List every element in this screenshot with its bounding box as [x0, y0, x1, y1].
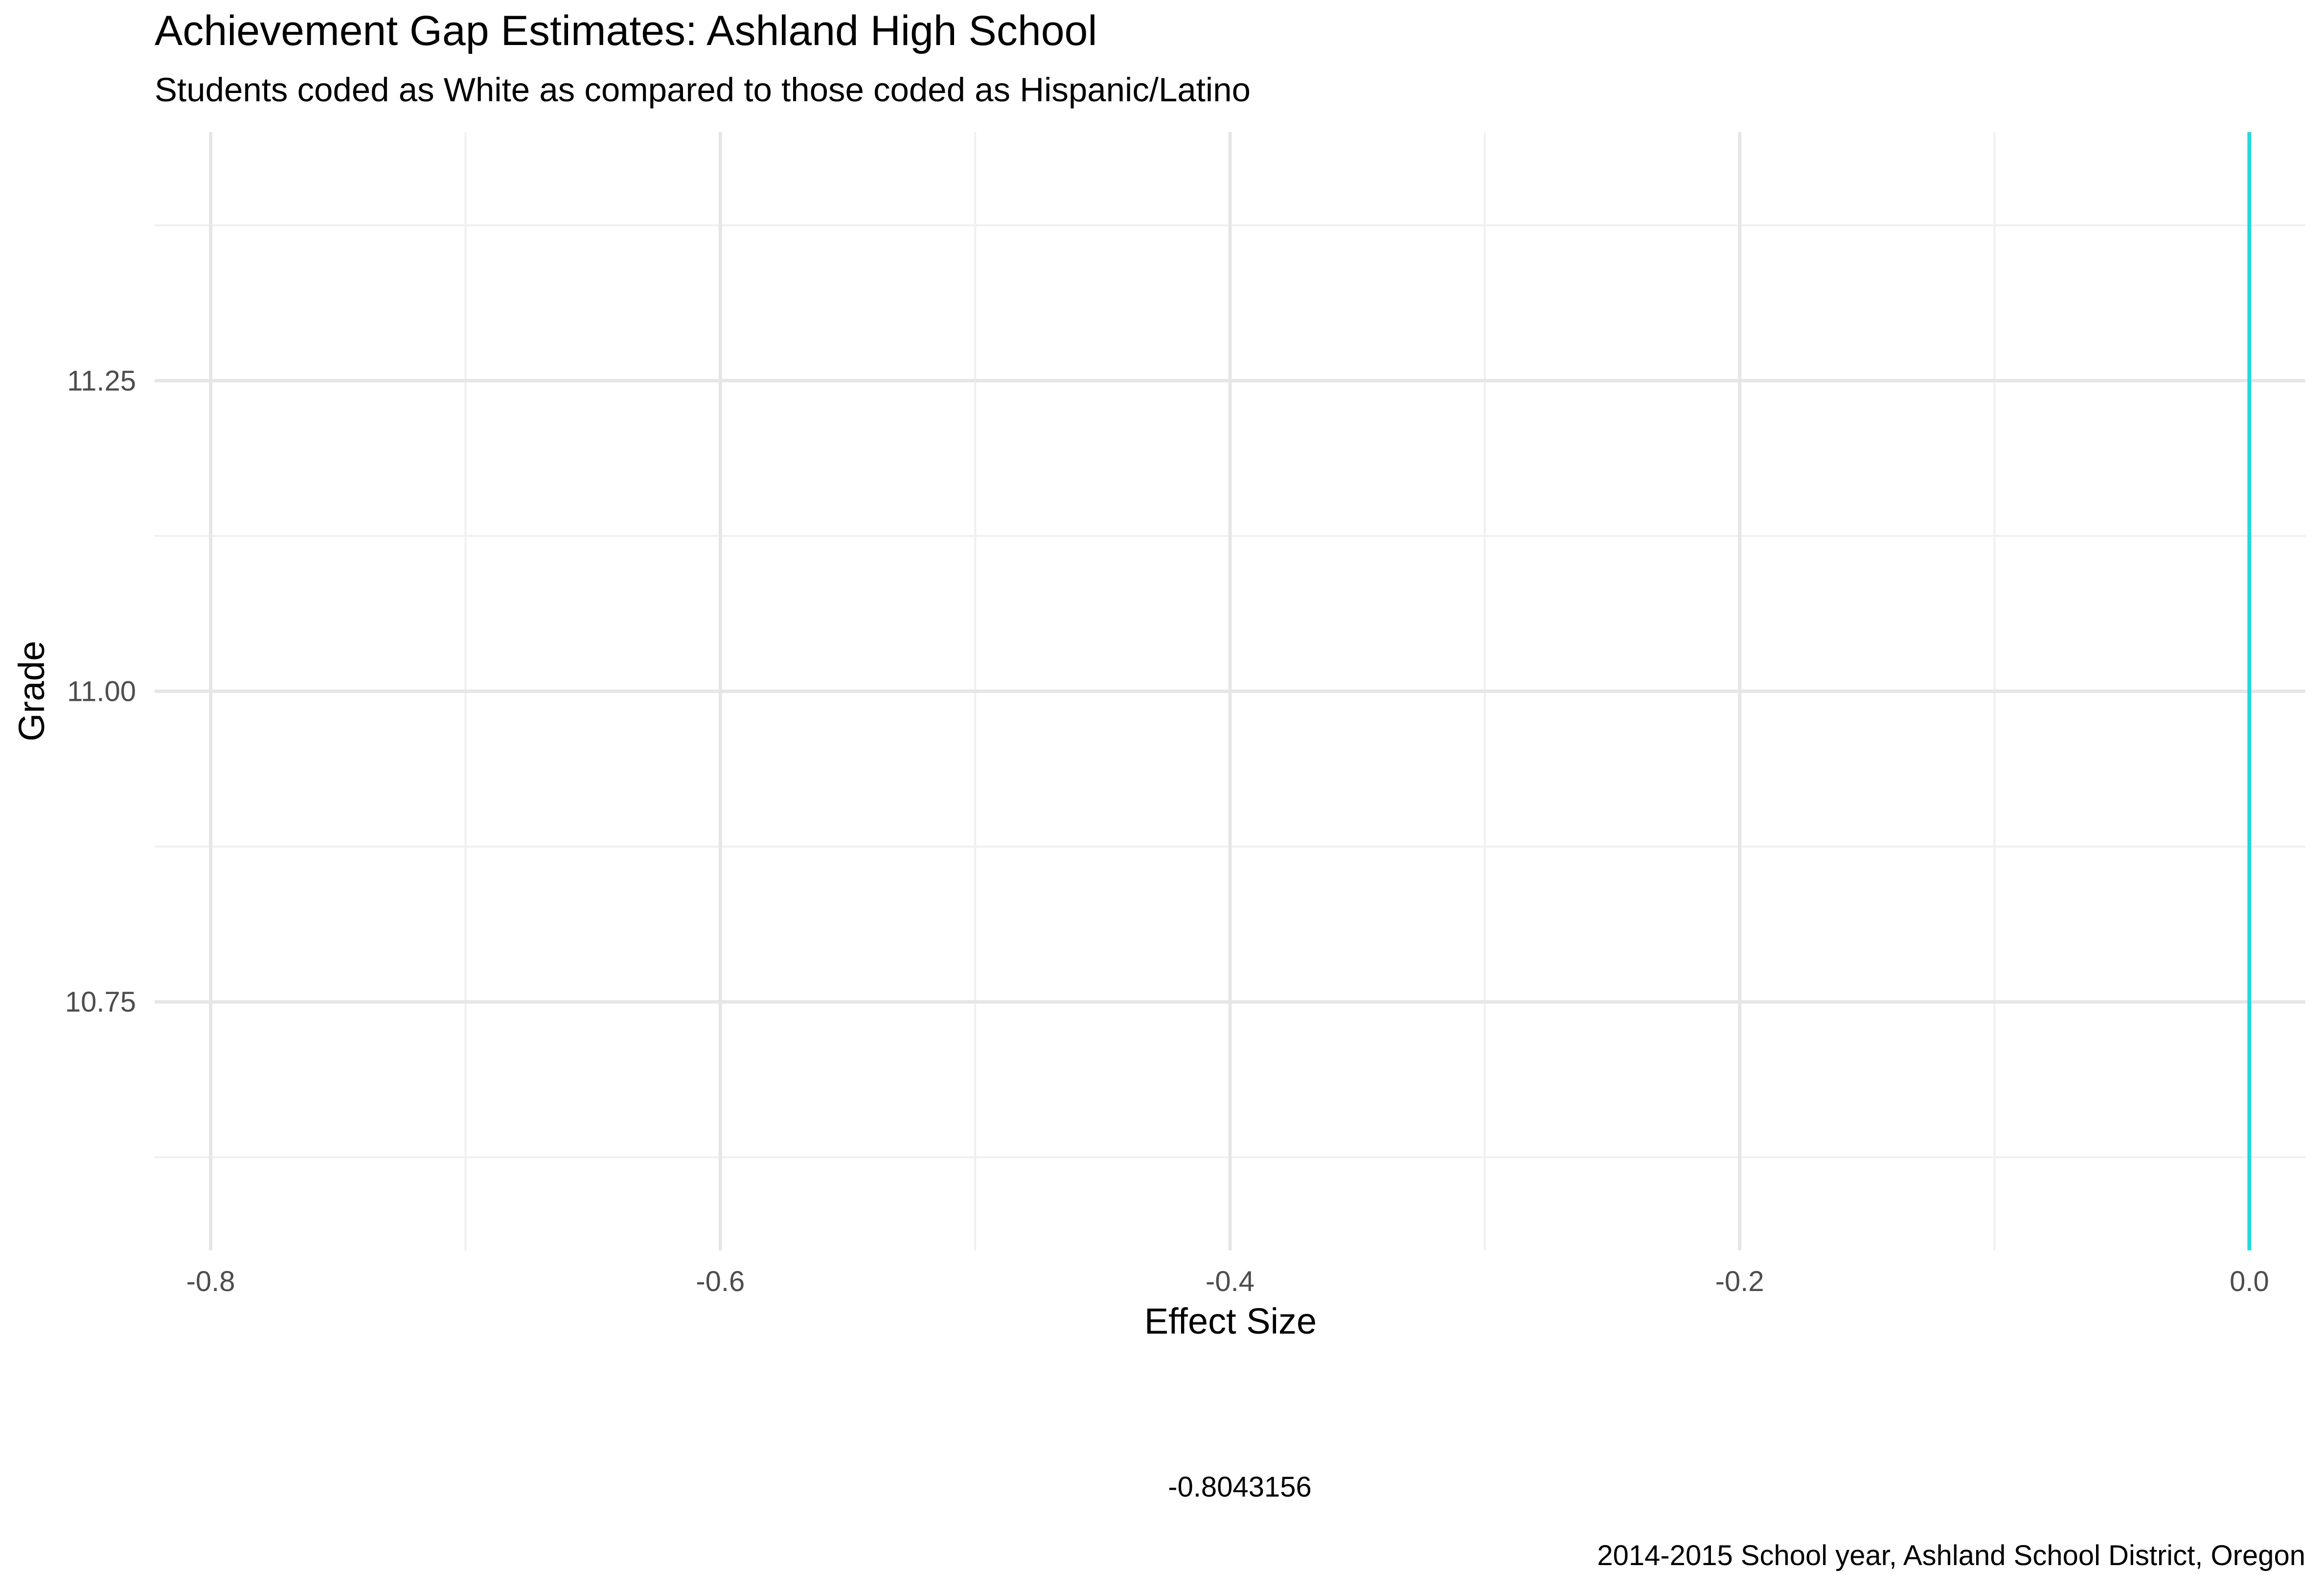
chart-subtitle: Students coded as White as compared to t…	[155, 71, 1251, 109]
y-tick-label-2: 11.25	[67, 365, 136, 397]
y-tick-label-0: 10.75	[65, 986, 136, 1018]
chart-title: Achievement Gap Estimates: Ashland High …	[155, 7, 1097, 54]
x-tick-label-1: -0.6	[696, 1266, 745, 1297]
effect-size-annotation: -0.8043156	[1168, 1471, 1311, 1503]
y-tick-label-1: 11.00	[67, 676, 136, 708]
x-axis-label: Effect Size	[1144, 1301, 1317, 1341]
y-axis-label: Grade	[11, 641, 52, 741]
x-tick-label-3: -0.2	[1715, 1266, 1764, 1297]
chart-caption: 2014-2015 School year, Ashland School Di…	[1597, 1540, 2305, 1571]
y-axis-tick-labels: 10.75 11.00 11.25	[65, 365, 136, 1018]
x-tick-label-4: 0.0	[2230, 1266, 2269, 1297]
x-tick-label-0: -0.8	[186, 1266, 235, 1297]
x-tick-label-2: -0.4	[1206, 1266, 1254, 1297]
x-axis-tick-labels: -0.8 -0.6 -0.4 -0.2 0.0	[186, 1266, 2269, 1297]
